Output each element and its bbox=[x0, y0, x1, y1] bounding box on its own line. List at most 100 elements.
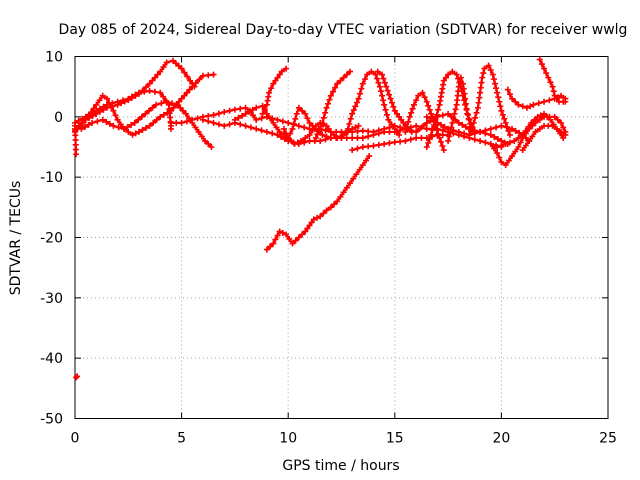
data-point bbox=[487, 140, 494, 147]
data-point bbox=[467, 127, 474, 134]
data-point bbox=[72, 119, 78, 126]
data-point bbox=[313, 214, 320, 221]
data-point bbox=[440, 147, 447, 154]
data-point bbox=[276, 71, 283, 78]
data-point bbox=[374, 75, 381, 82]
data-point bbox=[354, 145, 361, 152]
data-point bbox=[433, 111, 440, 118]
data-point bbox=[99, 116, 106, 123]
data-point bbox=[506, 131, 513, 138]
data-point bbox=[536, 125, 543, 132]
data-point bbox=[164, 109, 171, 116]
data-point bbox=[421, 94, 428, 101]
data-point bbox=[317, 213, 324, 220]
data-point bbox=[365, 133, 372, 140]
data-point bbox=[183, 89, 190, 96]
data-point bbox=[258, 115, 265, 122]
data-point bbox=[263, 246, 270, 253]
data-point bbox=[289, 125, 296, 132]
data-point bbox=[157, 68, 164, 75]
data-point bbox=[455, 119, 462, 126]
data-point bbox=[356, 166, 363, 173]
data-point bbox=[506, 139, 513, 146]
data-point bbox=[210, 71, 217, 78]
data-point bbox=[85, 121, 92, 128]
data-point bbox=[549, 83, 556, 90]
data-point bbox=[73, 374, 80, 381]
data-point bbox=[445, 137, 452, 144]
data-point bbox=[352, 124, 359, 131]
data-point bbox=[450, 115, 457, 122]
data-point bbox=[359, 80, 366, 87]
data-point bbox=[249, 106, 256, 113]
y-tick-label: -10 bbox=[40, 170, 63, 186]
data-point bbox=[441, 123, 448, 130]
data-point bbox=[135, 116, 142, 123]
data-point bbox=[323, 133, 330, 140]
data-point bbox=[192, 80, 199, 87]
data-point bbox=[87, 109, 94, 116]
chart-title: Day 085 of 2024, Sidereal Day-to-day VTE… bbox=[59, 22, 628, 38]
data-point bbox=[106, 120, 113, 127]
data-point bbox=[456, 79, 463, 86]
data-point bbox=[519, 103, 526, 110]
data-point bbox=[103, 118, 110, 125]
data-point bbox=[272, 236, 279, 243]
data-point bbox=[266, 89, 273, 96]
data-point bbox=[150, 119, 157, 126]
data-point bbox=[393, 128, 400, 135]
data-point bbox=[501, 115, 508, 122]
data-point bbox=[478, 79, 485, 86]
data-point bbox=[327, 204, 334, 211]
data-point bbox=[347, 68, 354, 75]
data-point bbox=[553, 125, 560, 132]
data-point bbox=[323, 207, 330, 214]
data-point bbox=[388, 121, 395, 128]
data-point bbox=[215, 121, 222, 128]
data-series-track bbox=[263, 153, 373, 253]
data-point bbox=[482, 127, 489, 134]
data-point bbox=[493, 85, 500, 92]
data-point bbox=[445, 125, 452, 132]
data-point bbox=[294, 139, 301, 146]
data-point bbox=[475, 99, 482, 106]
data-point bbox=[354, 134, 361, 141]
data-point bbox=[274, 116, 281, 123]
data-point bbox=[124, 123, 131, 130]
data-point bbox=[322, 127, 329, 134]
data-point bbox=[110, 122, 117, 129]
data-point bbox=[329, 88, 336, 95]
data-point bbox=[247, 124, 254, 131]
data-point bbox=[457, 74, 464, 81]
data-point bbox=[320, 210, 327, 217]
data-point bbox=[536, 56, 543, 63]
data-point bbox=[306, 119, 313, 126]
data-point bbox=[551, 113, 558, 120]
data-point bbox=[376, 83, 383, 90]
data-point bbox=[452, 106, 459, 113]
data-point bbox=[512, 148, 519, 155]
data-point bbox=[323, 122, 330, 129]
data-point bbox=[187, 77, 194, 84]
data-point bbox=[477, 128, 484, 135]
data-point bbox=[477, 84, 484, 91]
data-point bbox=[292, 237, 299, 244]
data-series-track bbox=[312, 68, 354, 141]
data-point bbox=[455, 128, 462, 135]
data-point bbox=[289, 240, 296, 247]
data-point bbox=[471, 136, 478, 143]
data-point bbox=[292, 115, 299, 122]
data-point bbox=[79, 115, 86, 122]
data-point bbox=[295, 104, 302, 111]
x-tick-label: 15 bbox=[386, 431, 404, 447]
x-tick-label: 5 bbox=[177, 431, 186, 447]
data-point bbox=[379, 92, 386, 99]
data-point bbox=[114, 116, 121, 123]
data-point bbox=[149, 104, 156, 111]
data-point bbox=[423, 113, 430, 120]
y-tick-label: 10 bbox=[45, 50, 63, 66]
data-series-track bbox=[78, 98, 215, 150]
data-point bbox=[178, 119, 185, 126]
data-point bbox=[427, 115, 434, 122]
data-point bbox=[453, 71, 460, 78]
